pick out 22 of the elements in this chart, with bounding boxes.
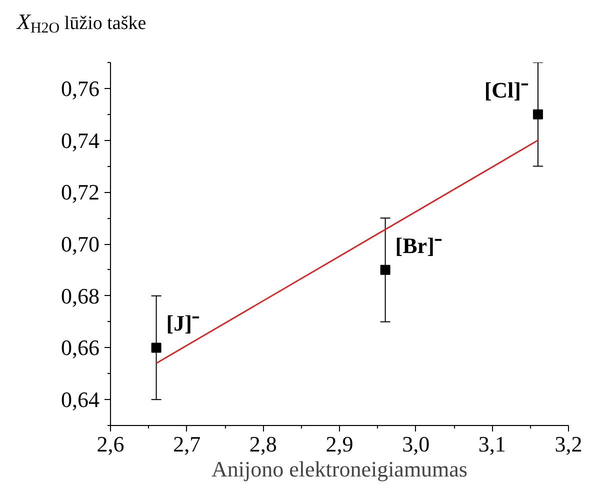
x-tick-label: 3,1 <box>478 432 506 456</box>
x-tick-label: 3,0 <box>402 432 430 456</box>
x-tick-label: 2,6 <box>96 432 124 456</box>
y-tick-label: 0,66 <box>61 335 100 360</box>
x-tick-label: 2,7 <box>173 432 201 456</box>
y-tick-label: 0,64 <box>61 387 100 412</box>
x-axis-title: Anijono elektroneigiamumas <box>212 456 468 482</box>
point <box>151 342 162 353</box>
point <box>532 109 543 120</box>
y-tick-label: 0,68 <box>61 283 100 308</box>
annotation: [Br]⁻ <box>395 232 442 258</box>
x-tick-label: 2,8 <box>249 432 277 456</box>
point <box>380 264 390 275</box>
y-tick-label: 0,72 <box>61 180 100 205</box>
x-tick-label: 2,9 <box>326 432 354 456</box>
y-tick-label: 0,70 <box>61 232 100 256</box>
x-tick-label: 3,2 <box>554 432 582 456</box>
annotation: [J]⁻ <box>166 310 200 336</box>
y-tick-label: 0,74 <box>61 128 100 153</box>
y-axis-title: X$_{H2O}$ lūžio taške <box>17 9 146 36</box>
annotation: [Cl]⁻ <box>484 77 529 102</box>
y-tick-label: 0,76 <box>61 76 100 101</box>
